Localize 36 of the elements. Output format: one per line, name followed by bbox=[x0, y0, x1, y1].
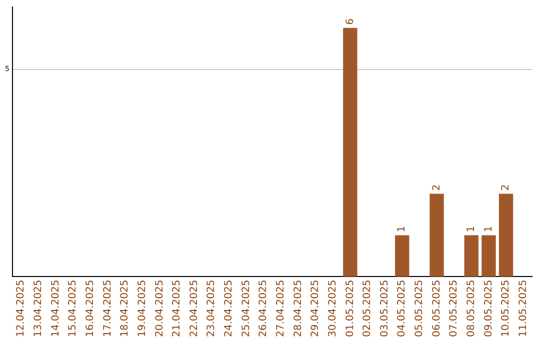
data-label: 6 bbox=[344, 18, 356, 25]
x-tick-label: 11.05.2025 bbox=[518, 280, 529, 338]
x-tick-label: 27.04.2025 bbox=[275, 280, 286, 338]
x-tick-label: 07.05.2025 bbox=[448, 280, 460, 338]
x-tick-label: 26.04.2025 bbox=[258, 280, 270, 338]
x-tick-label: 16.04.2025 bbox=[84, 280, 96, 338]
x-tick-label: 12.04.2025 bbox=[16, 280, 27, 338]
x-tick-label: 06.05.2025 bbox=[431, 280, 442, 338]
x-tick-label: 01.05.2025 bbox=[344, 280, 356, 338]
x-tick-label: 10.05.2025 bbox=[500, 280, 512, 338]
x-tick-label: 20.04.2025 bbox=[154, 280, 166, 338]
x-tick-label: 19.04.2025 bbox=[136, 280, 148, 338]
x-tick-label: 22.04.2025 bbox=[188, 280, 200, 338]
x-tick-label: 02.05.2025 bbox=[362, 280, 374, 338]
data-label: 1 bbox=[466, 226, 477, 232]
x-tick-label: 15.04.2025 bbox=[68, 280, 79, 338]
x-tick-label: 23.04.2025 bbox=[206, 280, 218, 338]
x-tick-label: 25.04.2025 bbox=[240, 280, 252, 338]
x-tick-label: 30.04.2025 bbox=[327, 280, 338, 338]
data-label: 2 bbox=[431, 184, 442, 191]
x-tick-label: 13.04.2025 bbox=[33, 280, 44, 338]
x-tick-label: 04.05.2025 bbox=[396, 280, 408, 338]
data-label: 1 bbox=[396, 226, 408, 232]
data-label: 1 bbox=[483, 226, 494, 232]
x-tick-label: 05.05.2025 bbox=[414, 280, 426, 338]
x-tick-label: 14.04.2025 bbox=[50, 280, 62, 338]
x-tick-label: 18.04.2025 bbox=[120, 280, 131, 338]
x-tick-label: 24.04.2025 bbox=[224, 280, 235, 338]
x-tick-label: 08.05.2025 bbox=[466, 280, 477, 338]
x-tick-label: 28.04.2025 bbox=[292, 280, 304, 338]
x-tick-label: 03.05.2025 bbox=[379, 280, 390, 338]
x-tick-label: 21.04.2025 bbox=[172, 280, 183, 338]
x-tick-label: 29.04.2025 bbox=[310, 280, 322, 338]
x-tick-label: 17.04.2025 bbox=[102, 280, 114, 338]
data-label: 2 bbox=[500, 184, 512, 191]
x-tick-label: 09.05.2025 bbox=[483, 280, 494, 338]
